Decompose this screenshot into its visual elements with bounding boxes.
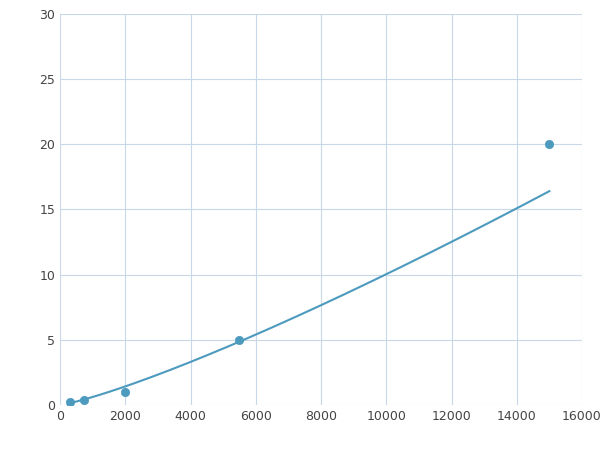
Point [235, 336, 244, 343]
Point [80, 397, 89, 404]
Point [121, 388, 130, 396]
Point [65, 399, 74, 406]
Point [545, 140, 554, 148]
